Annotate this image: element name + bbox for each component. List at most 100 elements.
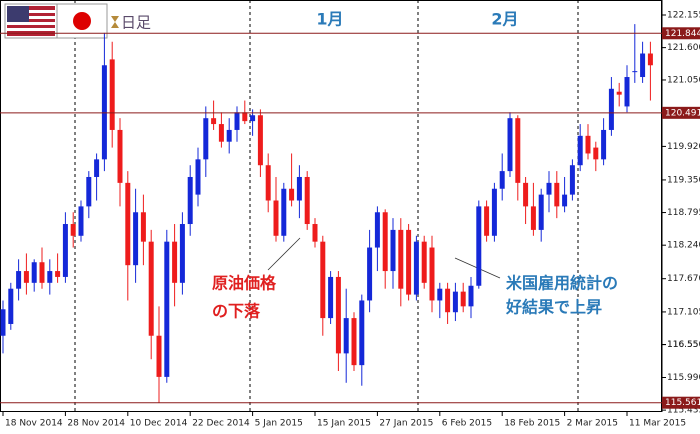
candle-body [593, 147, 599, 160]
candle-body [31, 262, 37, 283]
candle-body [117, 129, 123, 183]
month-label: 1月 [316, 10, 343, 29]
candle-body [94, 159, 100, 177]
candle-body [328, 276, 334, 319]
candle-body [413, 241, 419, 295]
candle-body [23, 271, 29, 283]
annotation: 米国雇用統計の [506, 274, 618, 293]
candle-body [398, 229, 404, 289]
candle-body [70, 224, 76, 236]
y-tick-label: 116.550 [667, 340, 700, 350]
candle-body [257, 115, 263, 166]
candle-body [616, 91, 622, 95]
y-tick-label: 119.920 [667, 142, 700, 152]
level-box [662, 396, 700, 409]
y-tick-label: 118.795 [667, 208, 700, 218]
candle-body [608, 88, 614, 130]
x-tick-label: 18 Nov 2014 [5, 419, 63, 429]
candle-body [289, 188, 295, 201]
candle-body [211, 118, 217, 125]
candle-body [62, 224, 68, 277]
annotation: の下落 [212, 302, 261, 321]
candle-body [429, 247, 435, 301]
candle-body [530, 206, 536, 230]
y-tick-label: 115.435 [667, 406, 700, 416]
annotation: 好結果で上昇 [505, 298, 602, 317]
y-tick-label: 118.240 [667, 241, 700, 251]
candle-body [437, 288, 443, 301]
candle-body [250, 115, 256, 122]
candle-body [476, 206, 482, 286]
separators [74, 0, 579, 412]
candle-body [265, 165, 271, 201]
x-tick-label: 2 Mar 2015 [567, 419, 618, 429]
candle-body [499, 171, 505, 189]
candle-body [632, 71, 638, 73]
candle-body [585, 135, 591, 154]
x-tick-label: 6 Feb 2015 [442, 419, 492, 429]
candle-body [47, 271, 53, 283]
candle-body [468, 285, 474, 307]
candle-body [445, 288, 451, 313]
candle-body [242, 112, 248, 122]
timeframe: 日足 [121, 14, 151, 32]
x-tick-label: 5 Jan 2015 [255, 419, 303, 429]
candle-body [281, 188, 287, 236]
candle-body [86, 176, 92, 207]
candle-body [343, 318, 349, 354]
flags [4, 3, 119, 39]
candle-body [109, 59, 115, 130]
candle-body [172, 241, 178, 283]
candle-body [312, 224, 318, 242]
candle-body [187, 176, 193, 225]
candle-body [195, 159, 201, 195]
level-label: 120.491 [665, 108, 700, 118]
candle-body [577, 135, 583, 166]
candle-body [39, 262, 45, 283]
y-tick-label: 117.105 [667, 307, 700, 317]
candle-body [351, 318, 357, 366]
level-label: 121.844 [665, 29, 700, 39]
y-tick-label: 117.670 [667, 274, 700, 284]
candle-body [406, 229, 412, 295]
candle-body [546, 182, 552, 195]
candle-body [125, 182, 131, 266]
candle-body [179, 224, 185, 283]
candle-body [624, 77, 630, 107]
candle-body [562, 194, 568, 207]
y-tick-label: 122.155 [667, 10, 700, 20]
x-tick-label: 28 Nov 2014 [67, 419, 125, 429]
y-tick-label: 115.990 [667, 373, 700, 383]
x-tick-label: 11 Mar 2015 [629, 419, 686, 429]
candle-body [140, 212, 146, 242]
candle-body [374, 212, 380, 248]
candle-body [515, 118, 521, 183]
candle-body [554, 182, 560, 207]
candle-body [390, 229, 396, 272]
candle-body [538, 194, 544, 230]
candle-body [320, 241, 326, 319]
x-tick-label: 15 Jan 2015 [317, 419, 371, 429]
y-tick-label: 121.600 [667, 43, 700, 53]
candle-body [273, 200, 279, 236]
candle-body [133, 212, 139, 266]
candle-body [296, 176, 302, 201]
candle-body [484, 206, 490, 236]
candle-body [335, 276, 341, 354]
candle-body [421, 241, 427, 283]
candle-body [367, 247, 373, 301]
x-tick-label: 22 Dec 2014 [192, 419, 250, 429]
candle-body [382, 212, 388, 272]
candle-body [569, 165, 575, 195]
annotation: 原油価格 [212, 274, 277, 293]
x-tick-label: 18 Feb 2015 [504, 419, 560, 429]
candle-body [601, 129, 607, 160]
x-tick-label: 10 Dec 2014 [130, 419, 188, 429]
candle-body [78, 206, 84, 236]
candle-body [640, 53, 646, 78]
y-tick-label: 116.55 [667, 340, 699, 350]
candle-body [164, 241, 170, 377]
candle-body [460, 291, 466, 307]
x-tick-label: 27 Jan 2015 [379, 419, 433, 429]
